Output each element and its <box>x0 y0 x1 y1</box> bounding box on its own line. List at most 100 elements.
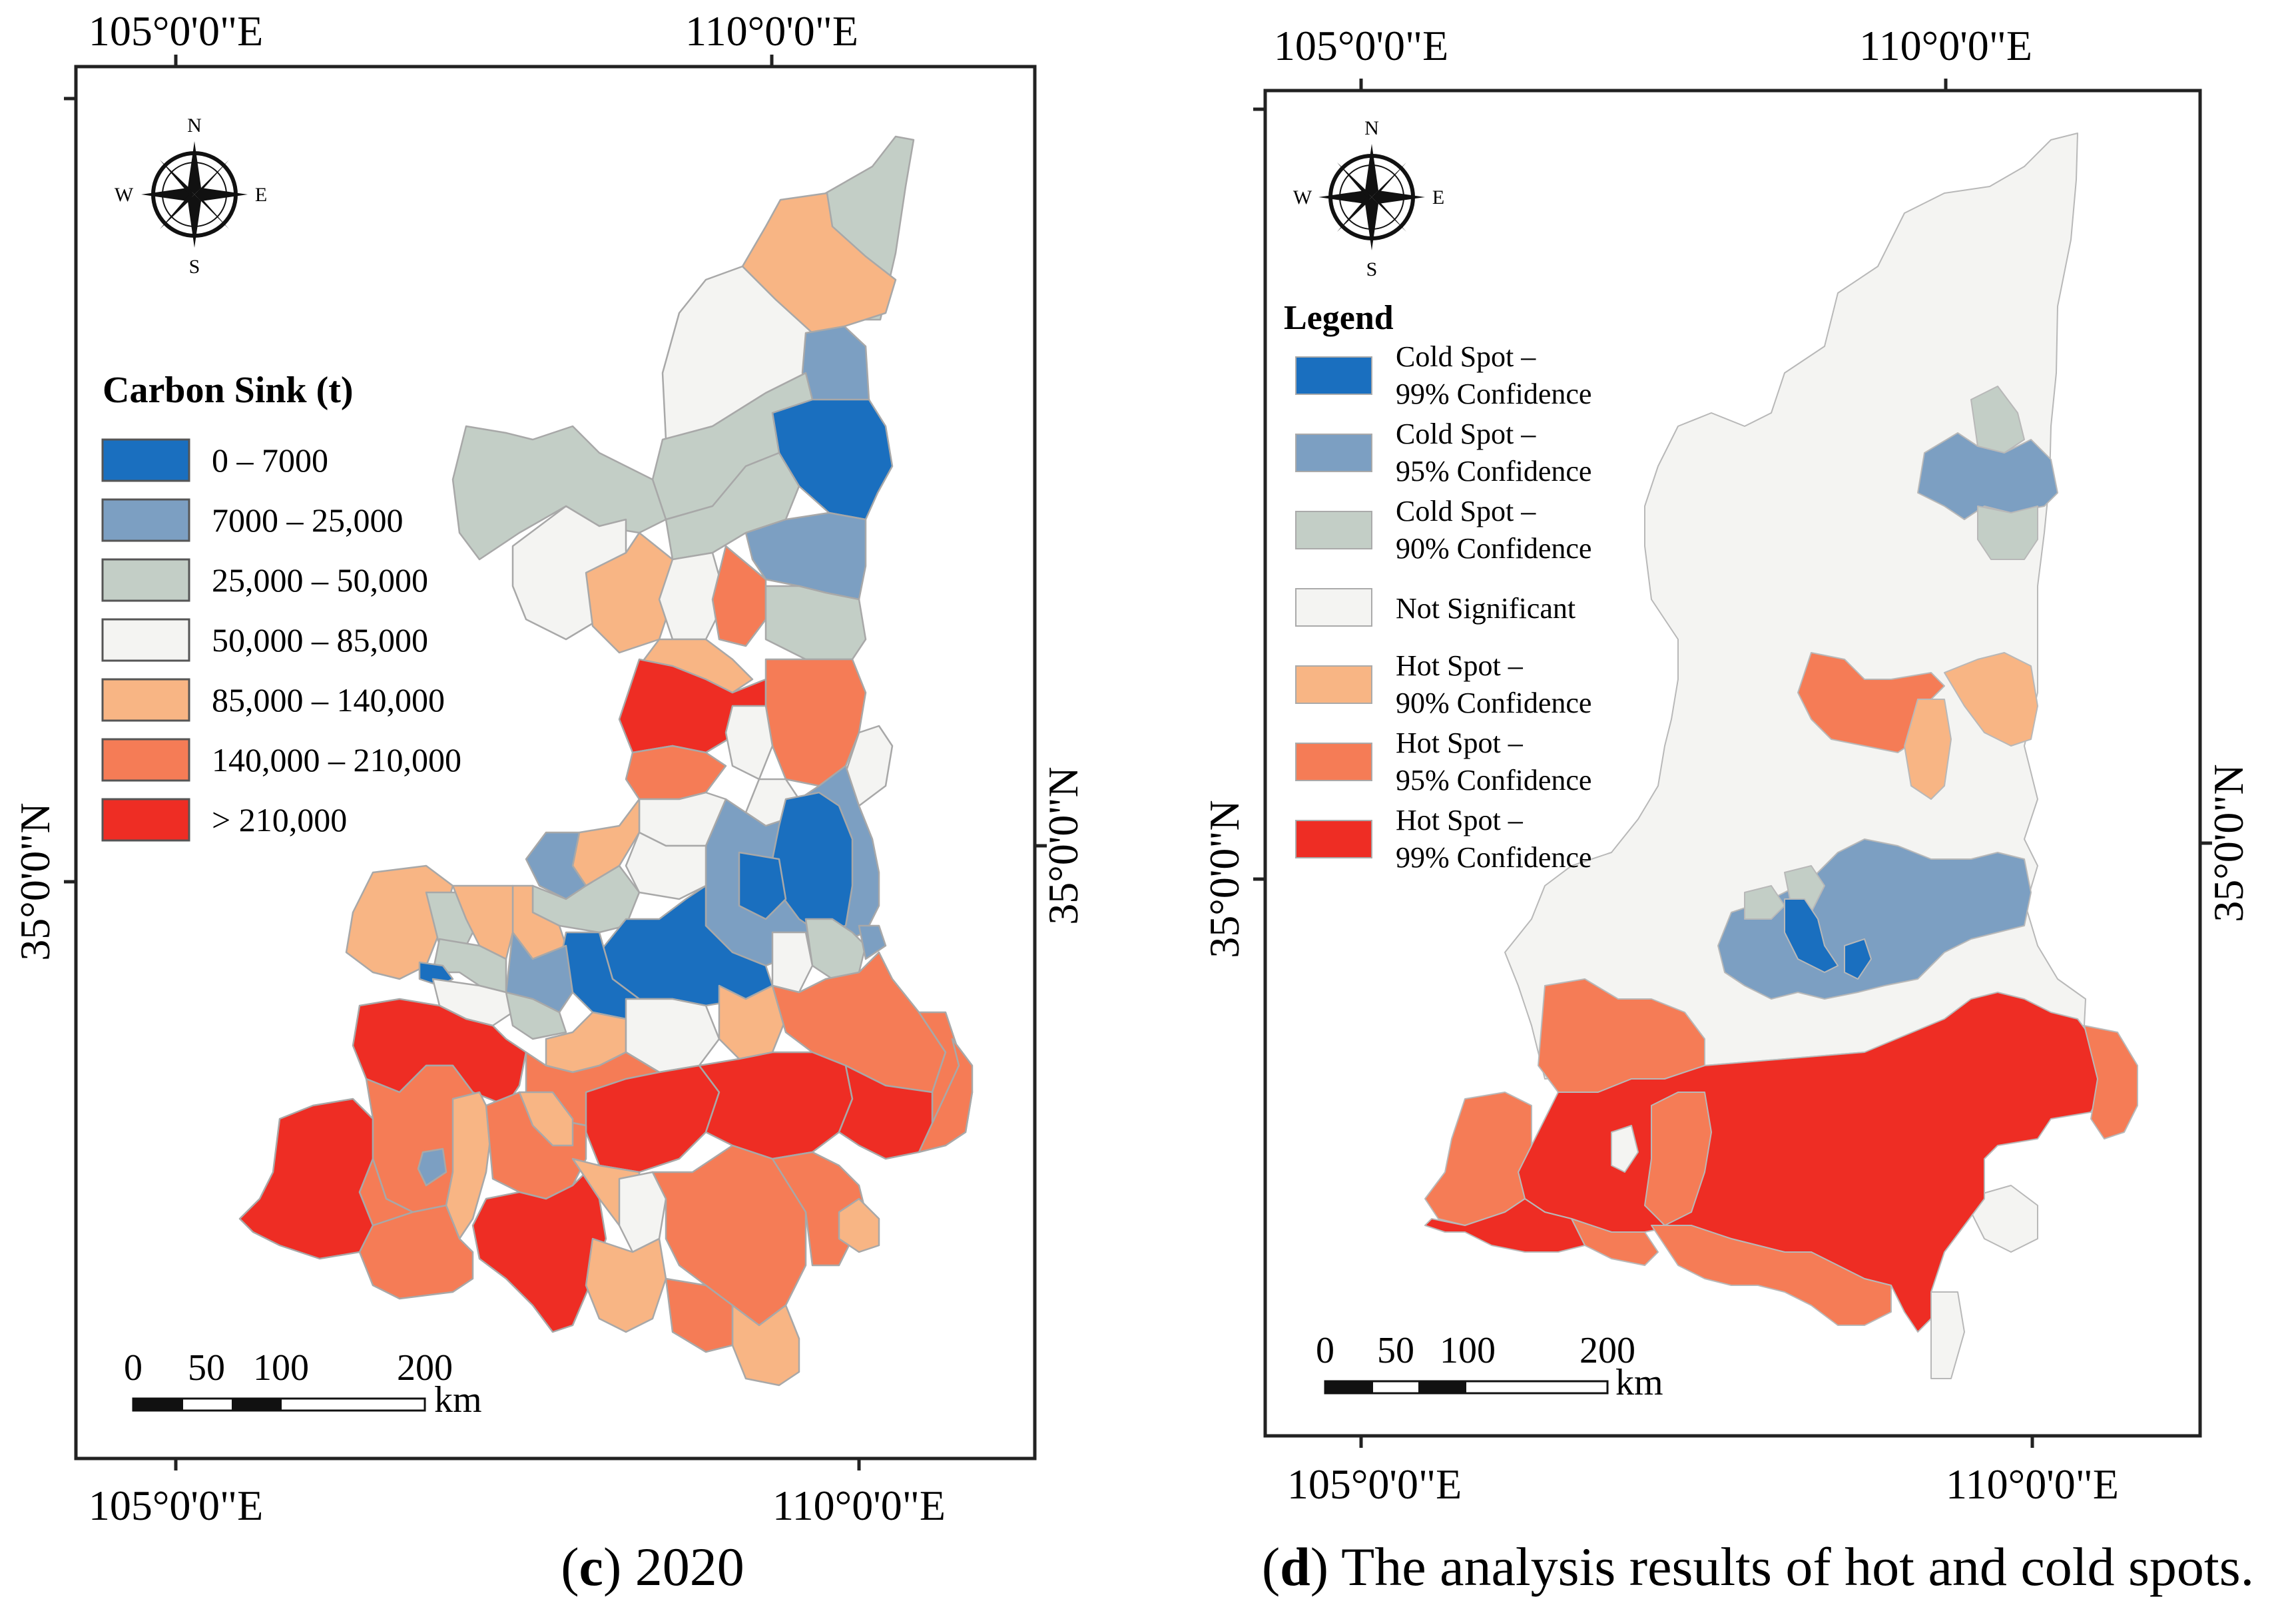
legend-label-c-2: 25,000 – 50,000 <box>212 561 428 599</box>
region-d-notsig-s2 <box>1930 1291 1965 1379</box>
legend-label-d-5-line1: Hot Spot – <box>1396 727 1524 759</box>
region-c-s11 <box>918 1038 974 1153</box>
graticule-ticks-d <box>1253 79 2212 1448</box>
legend-swatch-c-4 <box>101 678 190 722</box>
province-map-d <box>1424 133 2138 1379</box>
region-c-s19 <box>358 1204 474 1300</box>
region-d-cold90-n2 <box>1977 505 2038 560</box>
legend-label-c-5: 140,000 – 210,000 <box>212 741 461 779</box>
legend-label-d-4-line2: 90% Confidence <box>1396 687 1591 719</box>
legend-label-c-0: 0 – 7000 <box>212 442 328 479</box>
bottom-tick-label-105-c: 105°0'0"E <box>89 1482 263 1529</box>
region-d-hot95-sw2 <box>1651 1225 1892 1326</box>
region-c-w10 <box>505 991 567 1040</box>
compass-e-label: E <box>1432 186 1444 208</box>
legend-swatch-d-1 <box>1295 434 1372 472</box>
bottom-tick-label-110-d: 110°0'0"E <box>1946 1460 2119 1508</box>
region-d-cold99-c2 <box>1844 938 1872 980</box>
region-c-c13 <box>771 931 814 994</box>
region-c-s27 <box>731 1304 800 1387</box>
region-d-cold95-c <box>1717 838 2032 1000</box>
bottom-tick-label-105-d: 105°0'0"E <box>1287 1460 1462 1508</box>
region-c-m4 <box>711 545 767 647</box>
compass-e-label: E <box>255 184 267 206</box>
scale-label-50-d: 50 <box>1377 1330 1414 1371</box>
legend-label-d-0-line1: Cold Spot – <box>1396 340 1536 373</box>
compass-n-label: N <box>1364 117 1379 139</box>
province-map-c <box>238 135 974 1387</box>
legend-label-d-0-line2: 99% Confidence <box>1396 378 1591 410</box>
legend-swatch-d-4 <box>1295 665 1372 704</box>
legend-c: Carbon Sink (t) 0 – 7000 7000 – 25,000 25,… <box>101 370 461 842</box>
legend-label-d-4-line1: Hot Spot – <box>1396 649 1524 682</box>
legend-label-c-3: 50,000 – 85,000 <box>212 621 428 659</box>
region-d-hot99-sw <box>1424 1198 1585 1253</box>
compass-w-label: W <box>115 184 134 206</box>
scale-unit-d: km <box>1615 1362 1663 1403</box>
legend-label-d-2-line2: 90% Confidence <box>1396 532 1591 565</box>
region-c-c12 <box>804 918 867 980</box>
region-c-n2 <box>741 192 897 334</box>
region-c-s17 <box>518 1091 574 1147</box>
scale-bar-icon: 0 50 100 200 km <box>1316 1330 1663 1403</box>
legend-swatch-c-2 <box>101 558 190 602</box>
legend-swatch-d-2 <box>1295 511 1372 549</box>
scale-label-0-c: 0 <box>124 1347 143 1389</box>
legend-label-d-5-line2: 95% Confidence <box>1396 764 1591 797</box>
legend-swatch-c-0 <box>101 438 190 482</box>
region-c-c5 <box>625 831 707 900</box>
region-d-cold99-c <box>1784 898 1839 973</box>
legend-label-d-1-line1: Cold Spot – <box>1396 418 1536 450</box>
scale-label-200-c: 200 <box>397 1347 453 1389</box>
caption-d-letter: d <box>1280 1536 1310 1597</box>
compass-rose-icon: N S W E <box>1293 117 1444 280</box>
legend-label-c-1: 7000 – 25,000 <box>212 501 404 539</box>
top-tick-label-110-c: 110°0'0"E <box>685 7 858 55</box>
top-tick-label-105-c: 105°0'0"E <box>89 7 263 55</box>
legend-label-d-2-line1: Cold Spot – <box>1396 495 1536 527</box>
legend-label-d-6-line1: Hot Spot – <box>1396 804 1524 836</box>
region-c-s28 <box>665 1277 734 1353</box>
legend-swatch-c-6 <box>101 798 190 842</box>
scale-label-0-d: 0 <box>1316 1330 1334 1371</box>
bottom-tick-label-110-c: 110°0'0"E <box>772 1482 946 1529</box>
legend-swatch-d-0 <box>1295 356 1372 395</box>
region-c-s26 <box>838 1197 880 1253</box>
graticule-ticks-c <box>64 55 1047 1470</box>
region-d-hot95-s <box>2084 1025 2138 1139</box>
region-d-hot90-m2 <box>1904 699 1952 800</box>
caption-d-text: The analysis results of hot and cold spo… <box>1328 1536 2254 1597</box>
region-c-c3 <box>738 851 787 920</box>
region-c-m5 <box>764 585 867 661</box>
compass-n-label: N <box>187 115 202 137</box>
region-c-s23 <box>585 1237 667 1333</box>
legend-swatch-c-5 <box>101 738 190 782</box>
legend-items-d: Cold Spot – 99% Confidence Cold Spot – 95% … <box>1295 340 1591 874</box>
region-c-s10 <box>838 1064 934 1160</box>
legend-title-c: Carbon Sink (t) <box>103 370 354 411</box>
right-tick-label-35-c: 35°0'0"N <box>1039 767 1087 924</box>
compass-w-label: W <box>1293 186 1312 208</box>
caption-c-letter: c <box>579 1536 603 1597</box>
caption-c-text: 2020 <box>621 1536 744 1597</box>
region-c-s14 <box>445 1091 494 1240</box>
scale-unit-c: km <box>434 1379 482 1421</box>
top-tick-label-110-d: 110°0'0"E <box>1859 22 2032 69</box>
legend-label-c-4: 85,000 – 140,000 <box>212 681 445 719</box>
region-c-s15 <box>417 1147 447 1187</box>
scale-bar-icon: 0 50 100 200 km <box>124 1347 482 1421</box>
legend-items-c: 0 – 7000 7000 – 25,000 25,000 – 50,000 50,0… <box>101 438 461 842</box>
left-tick-label-35-c: 35°0'0"N <box>11 803 59 960</box>
scale-label-100-d: 100 <box>1440 1330 1496 1371</box>
scale-label-100-c: 100 <box>253 1347 309 1389</box>
compass-s-label: S <box>189 256 200 278</box>
region-d-notsig-hole <box>1611 1125 1639 1173</box>
caption-d: (d) The analysis results of hot and cold… <box>1262 1536 2254 1597</box>
legend-swatch-d-6 <box>1295 820 1372 858</box>
legend-title-d: Legend <box>1284 299 1394 337</box>
legend-swatch-d-5 <box>1295 743 1372 781</box>
region-d-hot90-m <box>1944 652 2038 747</box>
region-d-hot95-sw3 <box>1571 1218 1659 1266</box>
